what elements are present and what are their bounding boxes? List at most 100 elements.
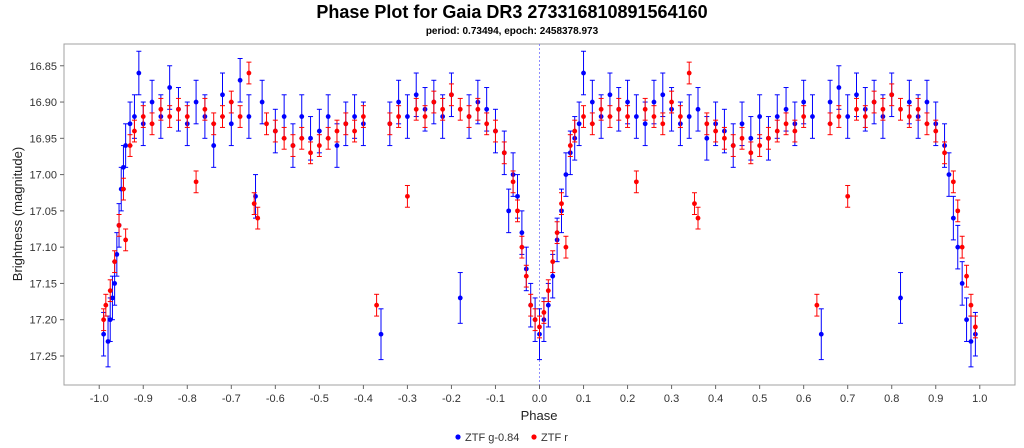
data-point <box>121 186 126 192</box>
data-point <box>316 143 322 148</box>
data-point <box>607 114 613 119</box>
data-point <box>589 121 595 127</box>
y-tick-label: 17.00 <box>29 170 57 182</box>
data-point <box>906 114 912 119</box>
data-point <box>814 302 820 308</box>
data-point <box>955 208 961 214</box>
data-point <box>898 106 903 112</box>
data-point <box>387 121 393 127</box>
series-1 <box>101 61 978 339</box>
data-point <box>924 121 930 127</box>
data-point <box>748 150 754 156</box>
data-point <box>633 179 639 185</box>
data-point <box>510 179 516 185</box>
data-point <box>405 193 410 199</box>
data-point <box>140 114 146 119</box>
data-point <box>669 99 674 105</box>
data-point <box>955 244 961 250</box>
data-point <box>202 106 208 112</box>
data-point <box>132 128 137 134</box>
data-point <box>396 114 402 119</box>
data-point <box>695 215 701 221</box>
data-point <box>541 310 547 315</box>
data-point <box>722 135 727 141</box>
x-tick-label: 0.1 <box>576 393 591 405</box>
data-point <box>801 99 807 105</box>
y-tick-label: 17.20 <box>29 315 57 327</box>
data-point <box>325 114 331 119</box>
data-point <box>915 106 921 112</box>
data-point <box>352 114 357 119</box>
data-point <box>149 99 155 105</box>
data-point <box>220 92 225 98</box>
data-point <box>237 77 243 83</box>
data-point <box>457 106 463 112</box>
data-point <box>127 121 133 127</box>
data-point <box>281 135 287 141</box>
data-point <box>246 114 252 119</box>
data-point <box>567 143 573 148</box>
data-point <box>559 201 564 207</box>
data-point <box>810 114 815 119</box>
data-point <box>352 128 357 134</box>
data-point <box>193 99 199 105</box>
data-point <box>660 92 666 98</box>
x-tick-label: -0.3 <box>398 393 417 405</box>
data-point <box>950 179 956 185</box>
data-point <box>101 317 107 323</box>
x-tick-label: 0.8 <box>884 393 899 405</box>
data-point <box>933 128 939 134</box>
data-point <box>827 121 833 127</box>
data-point <box>862 114 868 119</box>
y-tick-label: 16.95 <box>29 133 57 145</box>
data-point <box>545 302 551 308</box>
data-point <box>422 114 428 119</box>
legend-label: ZTF g-0.84 <box>465 432 519 444</box>
data-point <box>774 114 780 119</box>
data-point <box>739 135 745 141</box>
data-point <box>827 99 833 105</box>
data-point <box>563 244 569 250</box>
data-point <box>704 121 710 127</box>
data-point <box>964 317 969 323</box>
data-point <box>374 302 379 308</box>
x-tick-label: 0.5 <box>752 393 767 405</box>
data-point <box>598 106 604 112</box>
data-point <box>259 99 265 105</box>
data-point <box>616 106 622 112</box>
data-point <box>968 302 974 308</box>
y-tick-label: 17.10 <box>29 242 57 254</box>
data-point <box>360 114 366 119</box>
x-tick-label: 0.3 <box>664 393 679 405</box>
data-point <box>519 244 525 250</box>
data-point <box>281 114 287 119</box>
data-point <box>757 114 763 119</box>
data-point <box>774 128 780 134</box>
data-point <box>730 143 736 148</box>
data-point <box>290 143 296 148</box>
y-tick-label: 16.90 <box>29 97 57 109</box>
data-point <box>246 70 252 76</box>
data-series-group <box>101 50 978 368</box>
data-point <box>251 201 257 207</box>
data-point <box>396 99 402 105</box>
data-point <box>112 281 118 286</box>
data-point <box>692 201 697 207</box>
data-point <box>563 172 569 177</box>
data-point <box>515 208 520 214</box>
data-point <box>167 85 173 90</box>
data-point <box>633 114 639 119</box>
data-point <box>343 121 349 127</box>
data-point <box>845 114 851 119</box>
data-point <box>576 121 582 127</box>
data-point <box>651 114 657 119</box>
x-tick-label: 0.7 <box>840 393 855 405</box>
data-point <box>378 331 384 337</box>
data-point <box>572 128 578 134</box>
data-point <box>228 99 234 105</box>
data-point <box>686 114 692 119</box>
data-point <box>625 99 630 105</box>
x-tick-label: 0.4 <box>708 393 723 405</box>
data-point <box>110 295 115 301</box>
